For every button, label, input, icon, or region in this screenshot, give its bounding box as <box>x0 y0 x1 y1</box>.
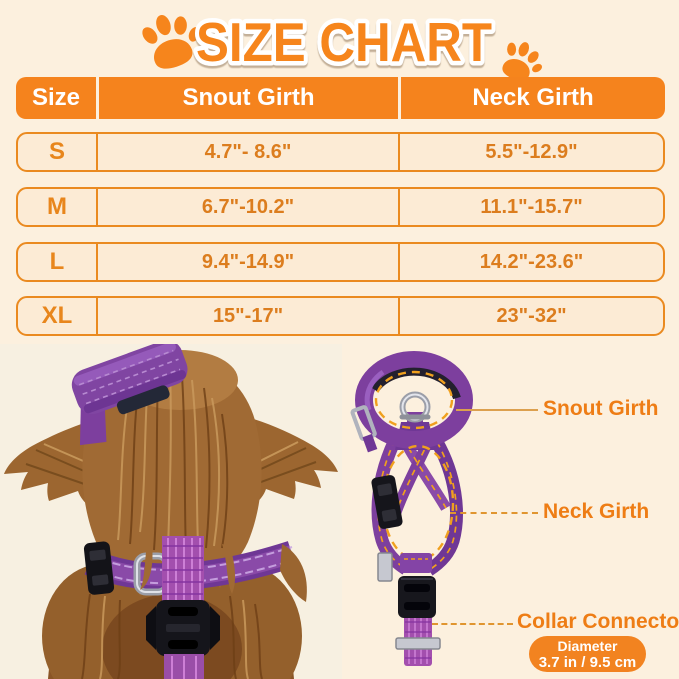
metal-slide <box>377 552 393 582</box>
table-row-s: S 4.7"- 8.6" 5.5"-12.9" <box>16 132 665 172</box>
dog-photo <box>0 344 342 679</box>
snout-girth-label: Snout Girth <box>543 397 659 420</box>
header-size: Size <box>16 77 96 119</box>
size-cell: S <box>18 134 98 170</box>
header-snout-girth: Snout Girth <box>99 77 398 119</box>
table-row-xl: XL 15"-17" 23"-32" <box>16 296 665 336</box>
neck-girth-cell: 23"-32" <box>496 304 567 327</box>
neck-girth-leader-line <box>450 512 538 514</box>
chest-strap <box>162 536 204 602</box>
neck-girth-cell: 5.5"-12.9" <box>485 140 578 163</box>
snout-loop <box>355 351 473 449</box>
size-cell: XL <box>18 298 98 334</box>
harness-illustration <box>350 351 473 666</box>
muzzle-band <box>71 344 188 446</box>
collar-connector-label: Collar Connector <box>517 610 679 633</box>
snout-girth-cell: 15"-17" <box>98 298 400 334</box>
neck-girth-cell: 14.2"-23.6" <box>479 250 584 273</box>
table-row-m: M 6.7"-10.2" 11.1"-15.7" <box>16 187 665 227</box>
paw-icon <box>496 36 550 78</box>
snout-girth-cell: 9.4"-14.9" <box>98 244 400 280</box>
strap-keeper <box>400 553 432 573</box>
table-header-row: Size Snout Girth Neck Girth <box>16 77 665 119</box>
page-title: SIZE CHART <box>196 11 492 73</box>
snout-girth-cell: 4.7"- 8.6" <box>98 134 400 170</box>
neck-girth-cell: 11.1"-15.7" <box>480 195 583 218</box>
size-cell: L <box>18 244 98 280</box>
collar-strap-bottom <box>164 654 204 679</box>
diameter-badge-title: Diameter <box>557 637 618 654</box>
header-neck-girth: Neck Girth <box>401 77 665 119</box>
collar-connector-leader-line <box>432 623 513 625</box>
diameter-badge: Diameter 3.7 in / 9.5 cm <box>529 636 646 672</box>
title-banner: SIZE CHART <box>136 4 550 78</box>
table-row-l: L 9.4"-14.9" 14.2"-23.6" <box>16 242 665 282</box>
strap-buckle <box>371 475 403 529</box>
size-cell: M <box>18 189 98 225</box>
neck-girth-label: Neck Girth <box>543 500 650 523</box>
strap-buckle <box>83 541 115 595</box>
side-release-buckle <box>146 600 220 656</box>
snout-girth-leader-line <box>456 409 538 411</box>
diameter-badge-value: 3.7 in / 9.5 cm <box>538 653 637 671</box>
metal-slide <box>350 405 378 453</box>
tri-glide-buckle <box>398 576 436 618</box>
snout-girth-cell: 6.7"-10.2" <box>98 189 400 225</box>
d-ring <box>399 391 431 423</box>
collar-connector-strap <box>395 610 441 666</box>
